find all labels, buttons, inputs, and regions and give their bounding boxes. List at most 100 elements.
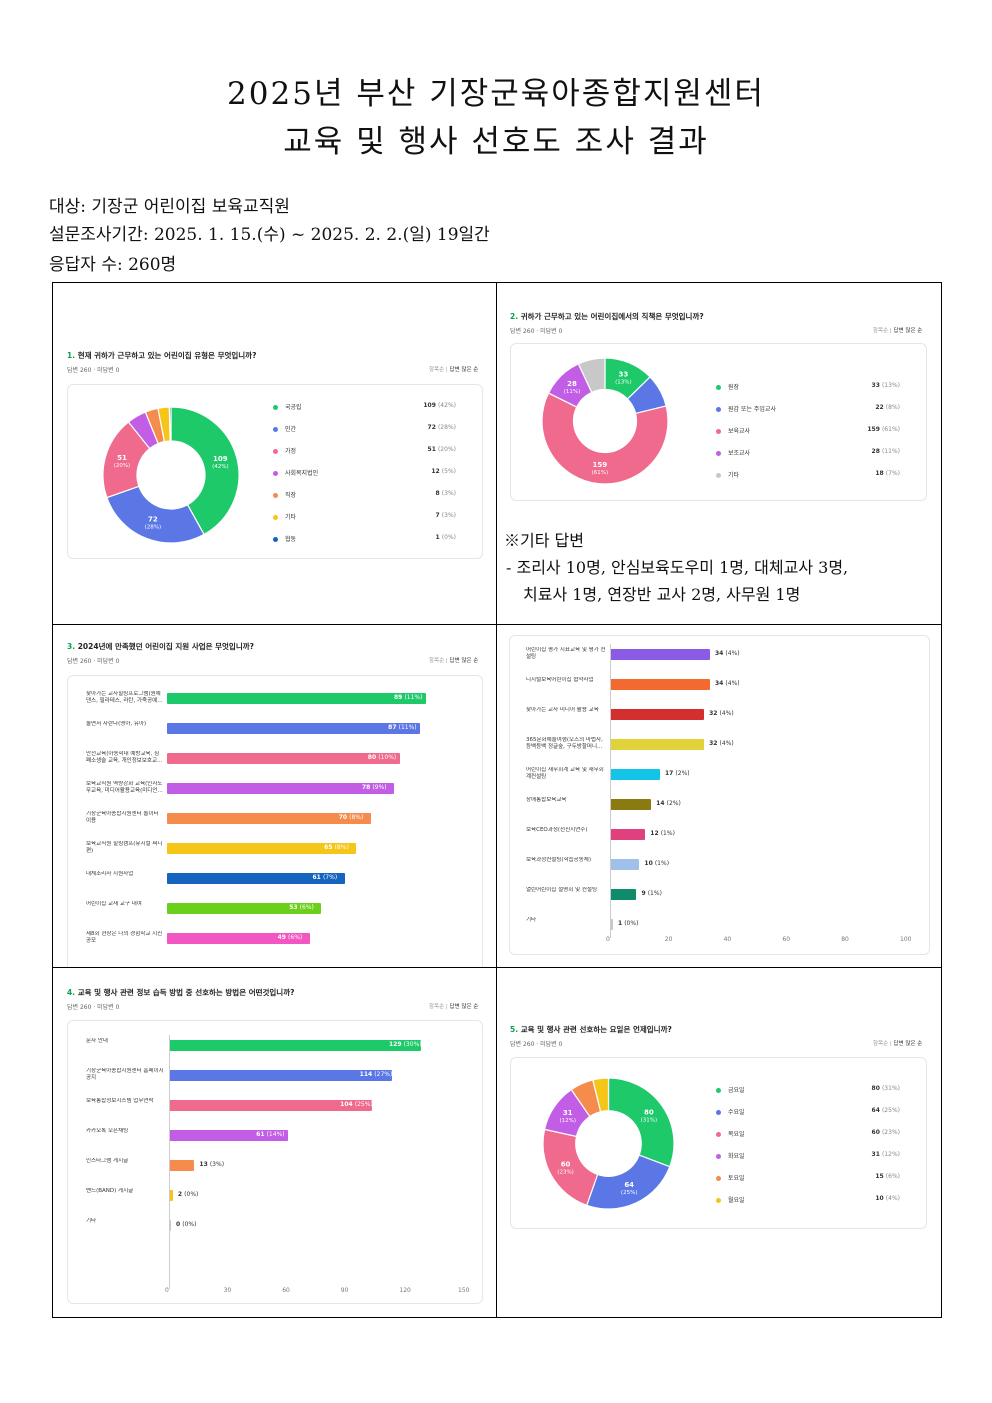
q1-slice-0[interactable] [170, 406, 240, 536]
q3-bar[interactable] [167, 783, 394, 794]
q2-slice-4[interactable] [577, 357, 606, 394]
q3-bar[interactable] [167, 873, 345, 884]
q5-legend-label: 목요일 [728, 1131, 745, 1138]
q1-legend-dot [273, 449, 278, 454]
q3b-bar[interactable] [610, 829, 646, 840]
q5-legend-label: 수요일 [728, 1109, 745, 1116]
q1-legend-count: 109 [423, 402, 438, 409]
q3-sort-item[interactable]: 항목순 [429, 658, 445, 664]
q4-bar-pct: (0%) [182, 1221, 197, 1228]
q3b-bar[interactable] [610, 649, 710, 660]
q3b-bar[interactable] [610, 889, 637, 900]
q3-bar-pct: (6%) [288, 934, 303, 941]
q3-bar-pct: (11%) [398, 724, 417, 731]
q3b-bar[interactable] [610, 859, 640, 870]
q5-sort-count[interactable]: 답변 많은 순 [893, 1041, 923, 1047]
q3b-bar[interactable] [610, 709, 705, 720]
q3-bar-label: 대체조리사 지원사업 [86, 871, 134, 877]
q2-legend-label: 보육교사 [728, 428, 751, 435]
q4-bar[interactable] [169, 1190, 173, 1201]
q3-bar[interactable] [167, 933, 310, 944]
q3b-bar-label: 어린이집 재무회계 교육 및 재무회계컨설팅 [526, 767, 604, 780]
q1-slice-1[interactable] [106, 485, 205, 544]
q2-slice-value-0: 33 [618, 370, 628, 378]
q2-legend-dot [716, 407, 721, 412]
q2-legend-label: 원장 [728, 384, 740, 391]
q2-slice-value-2: 159 [593, 461, 608, 469]
q3-bar-value: 89 (11%) [394, 694, 422, 701]
q3-sort-count[interactable]: 답변 많은 순 [449, 658, 479, 664]
q5-legend-dot [716, 1176, 721, 1181]
q3b-bar[interactable] [610, 739, 705, 750]
q4-sort-count[interactable]: 답변 많은 순 [449, 1004, 479, 1010]
q3b-bar[interactable] [610, 679, 710, 690]
q5-legend-pct: (12%) [881, 1151, 900, 1158]
q5-slice-5[interactable] [592, 1077, 610, 1113]
q1-legend-count: 12 [431, 468, 442, 475]
q2-legend-label: 보조교사 [728, 450, 751, 457]
q3b-bar-count: 34 [714, 680, 726, 687]
q1-panel: 1. 현재 귀하가 근무하고 있는 어린이집 유형은 무엇입니까? 답변 260… [53, 283, 496, 624]
q3-bar-value: 70 (8%) [339, 814, 364, 821]
q2-sort-item[interactable]: 항목순 [873, 328, 889, 334]
q5-title: 5. 교육 및 행사 관련 선호하는 요일은 언제입니까? [510, 1024, 672, 1035]
q3-bar[interactable] [167, 903, 322, 914]
q4-bar[interactable] [169, 1040, 421, 1051]
q3-bar[interactable] [167, 723, 421, 734]
q1-legend-item: 직장 [273, 490, 296, 499]
q2-slice-2[interactable] [541, 392, 669, 485]
q2-sort-count[interactable]: 답변 많은 순 [893, 328, 923, 334]
q3b-axis-line [610, 644, 611, 938]
q3b-bar-value: 32 (4%) [709, 740, 734, 747]
q3b-bar[interactable] [610, 799, 652, 810]
q3b-bar[interactable] [610, 769, 660, 780]
table-divider-vertical [496, 283, 497, 1317]
q3-sort-options[interactable]: 항목순 | 답변 많은 순 [429, 658, 479, 664]
q3-bar[interactable] [167, 693, 426, 704]
q3-bar[interactable] [167, 813, 371, 824]
q5-slice-2[interactable] [542, 1128, 599, 1207]
q2-title: 2. 귀하가 근무하고 있는 어린이집에서의 직책은 무엇입니까? [510, 311, 704, 322]
q4-bar-pct: (30%) [403, 1041, 422, 1048]
q3b-bar[interactable] [610, 919, 613, 930]
q4-bar[interactable] [169, 1160, 195, 1171]
q4-sort-item[interactable]: 항목순 [429, 1004, 445, 1010]
q1-sort-item[interactable]: 항목순 [429, 367, 445, 373]
q3-chart-card: 찾아가는 교사힐링프로그램(원예 댄스, 필라테스, 라탄, 가죽공예… 89 (… [67, 675, 483, 967]
q3b-bar-value: 32 (4%) [709, 710, 734, 717]
q4-bar[interactable] [169, 1100, 373, 1111]
q2-sort-options[interactable]: 항목순 | 답변 많은 순 [873, 328, 923, 334]
q4-chart-card: 문자 안내 129 (30%) 기장군육아종합지원센터 홈페이지 공지 114 (27… [67, 1020, 483, 1304]
q4-bar[interactable] [169, 1220, 171, 1231]
q5-legend-count: 31 [871, 1151, 882, 1158]
q1-legend-dot [273, 427, 278, 432]
q3-bar-label: 보육교직원 역량강화 교육(인사노무교육, 미디어활용교육(미디언… [86, 781, 163, 794]
q4-bar[interactable] [169, 1130, 289, 1141]
q3b-bar-value: 17 (2%) [665, 770, 690, 777]
q5-title-text: 교육 및 행사 관련 선호하는 요일은 언제입니까? [520, 1025, 672, 1034]
q4-bar-pct: (14%) [266, 1131, 285, 1138]
q1-legend-label: 기타 [285, 514, 297, 521]
q3-bar[interactable] [167, 843, 357, 854]
q1-sort-count[interactable]: 답변 많은 순 [449, 367, 479, 373]
q5-legend-count: 60 [871, 1129, 882, 1136]
q5-sort-item[interactable]: 항목순 [873, 1041, 889, 1047]
q3-bar-label: 제8회 현장은 나의 경험학교 시진 공모 [86, 931, 163, 944]
q4-sort-options[interactable]: 항목순 | 답변 많은 순 [429, 1004, 479, 1010]
q5-slice-0[interactable] [607, 1077, 675, 1168]
q2-legend-pct: (11%) [881, 448, 900, 455]
q1-sort-options[interactable]: 항목순 | 답변 많은 순 [429, 367, 479, 373]
q5-sort-options[interactable]: 항목순 | 답변 많은 순 [873, 1041, 923, 1047]
q3-bar[interactable] [167, 753, 400, 764]
q5-slice-1[interactable] [585, 1154, 671, 1210]
q5-legend-item: 수요일 [716, 1107, 745, 1116]
q4-bar[interactable] [169, 1070, 392, 1081]
q1-slice-6[interactable] [168, 406, 172, 442]
q3b-bar-label: 장애통합보육교육 [526, 797, 567, 803]
q1-slice-value-0: 109 [213, 455, 228, 463]
q2-legend-pct: (61%) [881, 426, 900, 433]
q3-number: 3. [67, 642, 76, 651]
q5-legend-value: 10 (4%) [875, 1195, 900, 1202]
q3-bar-value: 78 (9%) [362, 784, 387, 791]
q4-tick-label: 90 [340, 1287, 349, 1294]
